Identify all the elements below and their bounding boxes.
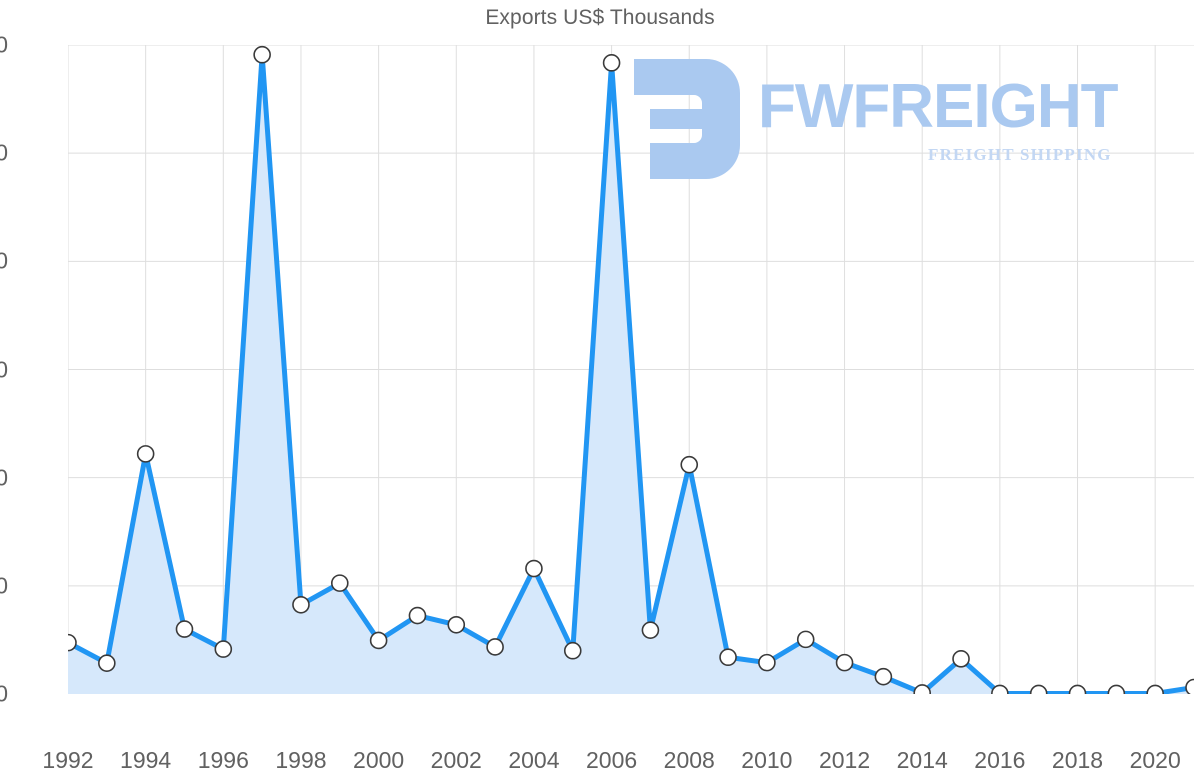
data-point[interactable] [604, 55, 620, 71]
data-point[interactable] [681, 457, 697, 473]
data-point[interactable] [254, 47, 270, 63]
x-tick-label: 2000 [353, 747, 405, 773]
x-tick-label: 1994 [120, 747, 172, 773]
y-tick-label: 800 [0, 247, 8, 274]
y-tick-label: 400 [0, 464, 8, 491]
x-tick-label: 1992 [42, 747, 94, 773]
data-point[interactable] [215, 641, 231, 657]
x-tick-label: 2020 [1129, 747, 1181, 773]
data-point[interactable] [371, 632, 387, 648]
x-tick-label: 2006 [585, 747, 638, 773]
data-point[interactable] [176, 621, 192, 637]
data-point[interactable] [565, 643, 581, 659]
x-tick-label: 1996 [197, 747, 249, 773]
data-point[interactable] [759, 655, 775, 671]
data-point[interactable] [837, 655, 853, 671]
x-tick-label: 2014 [896, 747, 948, 773]
y-tick-label: 600 [0, 356, 8, 382]
x-tick-label: 2004 [508, 747, 560, 773]
data-point[interactable] [448, 617, 464, 633]
x-tick-label: 2002 [430, 747, 482, 773]
plot-area: FWFREIGHT FREIGHT SHIPPING 0200400600800… [0, 32, 1194, 773]
x-tick-label: 2012 [818, 747, 871, 773]
data-point[interactable] [138, 446, 154, 462]
y-tick-label: 0 [0, 680, 8, 707]
y-tick-label: 1 200 [0, 31, 8, 58]
data-point[interactable] [409, 608, 425, 624]
data-point[interactable] [1147, 685, 1163, 694]
chart-data-series [68, 45, 1194, 694]
x-tick-label: 1998 [275, 747, 327, 773]
data-point[interactable] [642, 622, 658, 638]
x-tick-label: 2018 [1051, 747, 1104, 773]
data-point[interactable] [1070, 685, 1086, 694]
chart-title: Exports US$ Thousands [485, 6, 715, 29]
y-tick-label: 1 000 [0, 139, 8, 166]
data-point[interactable] [526, 561, 542, 577]
x-tick-label: 2010 [741, 747, 793, 773]
data-point[interactable] [1186, 680, 1194, 694]
data-point[interactable] [68, 635, 76, 651]
data-point[interactable] [332, 575, 348, 591]
y-tick-label: 200 [0, 572, 8, 599]
data-point[interactable] [293, 597, 309, 613]
data-point[interactable] [99, 655, 115, 671]
data-point[interactable] [720, 649, 736, 665]
x-tick-label: 2008 [663, 747, 715, 773]
data-point[interactable] [487, 639, 503, 655]
data-point[interactable] [875, 669, 891, 685]
data-point[interactable] [914, 685, 930, 694]
data-point[interactable] [1108, 685, 1124, 694]
data-point[interactable] [1031, 685, 1047, 694]
data-point[interactable] [953, 651, 969, 667]
data-point[interactable] [798, 631, 814, 647]
data-point[interactable] [992, 685, 1008, 694]
x-tick-label: 2016 [974, 747, 1026, 773]
